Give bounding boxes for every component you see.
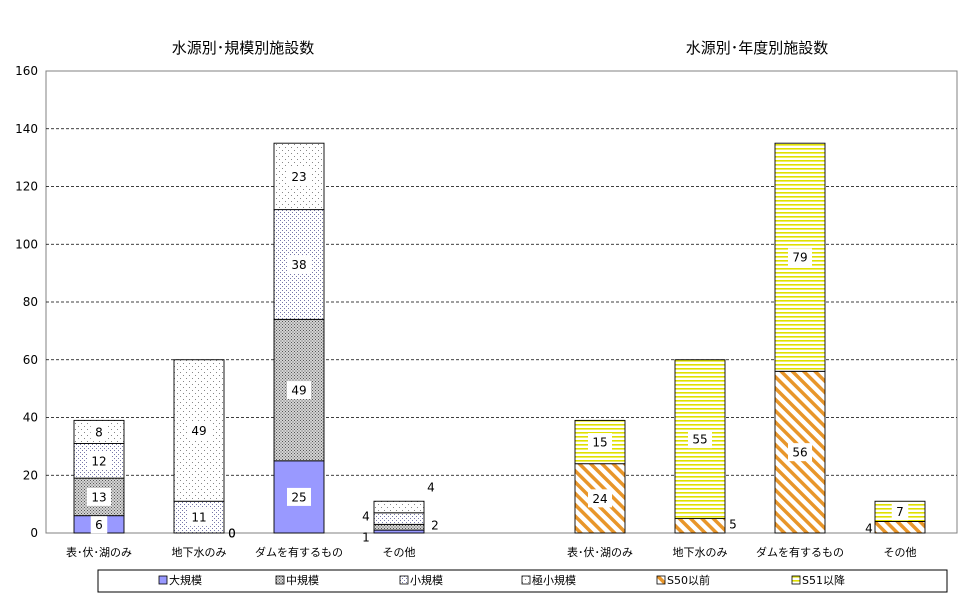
value-label: 49 — [191, 424, 206, 438]
value-label: 49 — [291, 384, 306, 398]
value-label: 25 — [291, 490, 306, 504]
legend-swatch — [399, 575, 409, 585]
value-label: 4 — [362, 509, 370, 523]
chart-title-left: 水源別･規模別施設数 — [172, 39, 315, 57]
y-tick-label: 80 — [23, 295, 38, 309]
value-label: 24 — [592, 492, 607, 506]
value-label-box — [287, 167, 311, 186]
legend-swatch — [791, 575, 801, 585]
x-tick-label: 表･伏･湖のみ — [66, 545, 132, 559]
value-label-box — [788, 443, 812, 462]
value-label-box — [90, 422, 108, 441]
value-label: 2 — [431, 519, 439, 533]
y-tick-label: 120 — [15, 180, 38, 194]
value-label-box — [87, 487, 111, 506]
value-label-box — [187, 421, 211, 440]
value-label-box — [588, 489, 612, 508]
value-label: 23 — [291, 170, 306, 184]
value-label: 55 — [692, 433, 707, 447]
value-label: 7 — [896, 505, 904, 519]
value-label: 12 — [91, 454, 106, 468]
x-tick-label: ダムを有するもの — [255, 545, 343, 559]
value-label: 1 — [362, 531, 370, 545]
x-axis-labels: 表･伏･湖のみ 地下水のみ ダムを有するもの その他 表･伏･湖のみ 地下水のみ ダムを有す… — [66, 545, 917, 559]
value-label: 4 — [865, 522, 873, 536]
value-label-box — [187, 508, 211, 527]
bar-segment — [874, 521, 926, 534]
value-label: 5 — [729, 517, 737, 531]
x-tick-label: その他 — [884, 546, 917, 559]
value-label-box — [588, 433, 612, 452]
value-label-box — [90, 515, 108, 534]
y-tick-label: 140 — [15, 122, 38, 136]
x-tick-label: 地下水のみ — [673, 546, 728, 559]
bar-segment — [373, 523, 425, 531]
legend-swatch — [656, 575, 666, 585]
x-tick-label: ダムを有するもの — [756, 545, 844, 559]
value-label: 0 — [228, 527, 236, 541]
x-tick-label: その他 — [383, 546, 416, 559]
y-tick-label: 0 — [30, 526, 38, 540]
y-tick-label: 60 — [23, 353, 38, 367]
y-tick-label: 100 — [15, 237, 38, 251]
value-label: 38 — [291, 258, 306, 272]
value-label-box — [287, 487, 311, 506]
value-label: 4 — [427, 481, 435, 495]
value-label: 79 — [792, 251, 807, 265]
value-label: 6 — [95, 518, 103, 532]
bar-segment — [173, 359, 225, 502]
legend-label: S50以前 — [667, 573, 710, 587]
y-tick-label: 20 — [23, 468, 38, 482]
x-tick-label: 地下水のみ — [172, 546, 227, 559]
value-label: 0 — [228, 527, 236, 541]
legend-label: 小規模 — [410, 573, 443, 587]
y-tick-label: 160 — [15, 64, 38, 78]
legend-swatch — [521, 575, 531, 585]
value-label-box — [287, 381, 311, 400]
value-label: 11 — [191, 511, 206, 525]
legend-swatch — [275, 575, 285, 585]
legend-label: 中規模 — [286, 573, 319, 587]
y-axis: 0 20 40 60 80 100 120 140 160 — [15, 64, 38, 540]
value-label-box — [87, 451, 111, 470]
bar-segment — [373, 512, 425, 525]
value-label: 56 — [792, 446, 807, 460]
x-tick-label: 表･伏･湖のみ — [567, 545, 633, 559]
legend: 大規模 中規模 小規模 極小規模 S50以前 S51以降 — [97, 569, 948, 593]
legend-label: 大規模 — [169, 573, 202, 587]
value-label-box — [788, 248, 812, 267]
bar-segment — [674, 518, 726, 534]
value-label-box — [688, 430, 712, 449]
chart-title-right: 水源別･年度別施設数 — [686, 39, 829, 57]
legend-swatch — [158, 575, 168, 585]
value-label: 15 — [592, 436, 607, 450]
legend-label: S51以降 — [802, 573, 845, 587]
y-tick-label: 40 — [23, 411, 38, 425]
legend-label: 極小規模 — [532, 573, 576, 587]
value-label: 8 — [95, 425, 103, 439]
value-label-box — [891, 502, 909, 521]
value-label: 13 — [91, 490, 106, 504]
value-label-box — [287, 255, 311, 274]
bar-segment — [373, 500, 425, 514]
